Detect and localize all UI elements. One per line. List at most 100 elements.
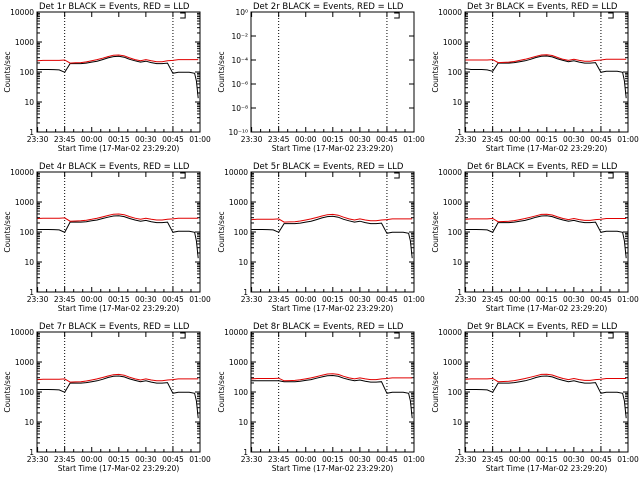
x-tick-label: 00:00 xyxy=(295,135,317,144)
y-tick-label: 100 xyxy=(448,388,463,397)
x-tick-label: 23:45 xyxy=(268,135,290,144)
top-bracket-marker xyxy=(608,172,614,179)
x-tick-label: 01:00 xyxy=(617,295,639,304)
y-tick-label: 10000 xyxy=(10,8,34,17)
x-tick-label: 00:30 xyxy=(135,455,157,464)
x-axis-label: Start Time (17-Mar-02 23:29:20) xyxy=(486,464,608,473)
y-tick-label: 100 xyxy=(20,68,35,77)
y-tick-label: 10000 xyxy=(224,328,248,337)
x-tick-label: 00:30 xyxy=(349,295,371,304)
top-bracket-marker xyxy=(608,332,614,339)
y-tick-label: 100 xyxy=(20,228,35,237)
x-tick-label: 00:15 xyxy=(322,135,344,144)
y-tick-label: 10000 xyxy=(438,8,462,17)
y-tick-label: 1000 xyxy=(15,38,34,47)
y-axis-label: Counts/sec xyxy=(431,51,440,92)
x-tick-label: 00:30 xyxy=(563,135,585,144)
y-tick-label: 100 xyxy=(448,68,463,77)
x-tick-label: 00:30 xyxy=(349,135,371,144)
x-axis-label: Start Time (17-Mar-02 23:29:20) xyxy=(272,144,394,153)
lld-series-line xyxy=(37,373,199,383)
y-tick-label: 100 xyxy=(234,228,249,237)
x-tick-label: 23:45 xyxy=(482,455,504,464)
top-bracket-marker xyxy=(394,12,400,19)
x-tick-label: 01:00 xyxy=(617,135,639,144)
y-tick-label: 10 xyxy=(24,418,34,427)
x-tick-label: 00:30 xyxy=(349,455,371,464)
y-axis-label: Counts/sec xyxy=(217,51,226,92)
y-tick-label: 1 xyxy=(29,288,34,297)
chart-title: Det 4r BLACK = Events, RED = LLD xyxy=(39,162,190,172)
x-tick-label: 00:00 xyxy=(81,455,103,464)
x-tick-label: 00:45 xyxy=(590,135,612,144)
x-tick-label: 23:45 xyxy=(482,295,504,304)
x-tick-label: 00:30 xyxy=(135,295,157,304)
x-tick-label: 23:45 xyxy=(54,455,76,464)
y-axis-label: Counts/sec xyxy=(217,211,226,252)
y-tick-label: 10 xyxy=(24,258,34,267)
y-axis-label: Counts/sec xyxy=(217,371,226,412)
top-bracket-marker xyxy=(180,172,186,179)
chart-panel-4: Det 4r BLACK = Events, RED = LLD 1 10 100 10… xyxy=(3,162,211,313)
chart-panel-6: Det 6r BLACK = Events, RED = LLD 1 10 100 10… xyxy=(431,162,639,313)
y-tick-label: 1 xyxy=(457,288,462,297)
y-tick-label: 10 xyxy=(452,258,462,267)
chart-title: Det 9r BLACK = Events, RED = LLD xyxy=(467,322,618,332)
y-tick-label: 1000 xyxy=(229,198,248,207)
x-tick-label: 00:15 xyxy=(536,455,558,464)
lld-series-line xyxy=(251,373,413,382)
top-bracket-marker xyxy=(180,332,186,339)
x-tick-label: 00:00 xyxy=(295,295,317,304)
x-tick-label: 23:45 xyxy=(54,135,76,144)
chart-panel-1: Det 1r BLACK = Events, RED = LLD 1 10 100 10… xyxy=(3,2,211,153)
events-series-line xyxy=(465,215,627,259)
x-tick-label: 23:30 xyxy=(455,455,477,464)
x-tick-label: 00:00 xyxy=(81,295,103,304)
chart-panel-7: Det 7r BLACK = Events, RED = LLD 1 10 100 10… xyxy=(3,322,211,473)
chart-title: Det 6r BLACK = Events, RED = LLD xyxy=(467,162,618,172)
y-tick-label: 10000 xyxy=(438,328,462,337)
x-tick-label: 01:00 xyxy=(403,295,425,304)
y-axis-label: Counts/sec xyxy=(3,51,12,92)
top-bracket-marker xyxy=(608,12,614,19)
y-tick-label: 10⁻² xyxy=(231,32,248,41)
x-tick-label: 00:30 xyxy=(563,455,585,464)
y-tick-label: 10⁻⁶ xyxy=(231,80,248,89)
x-tick-label: 00:15 xyxy=(108,455,130,464)
chart-title: Det 2r BLACK = Events, RED = LLD xyxy=(253,2,404,12)
x-tick-label: 23:45 xyxy=(268,455,290,464)
y-axis-label: Counts/sec xyxy=(3,371,12,412)
y-tick-label: 1000 xyxy=(443,198,462,207)
x-tick-label: 00:45 xyxy=(590,295,612,304)
y-tick-label: 10 xyxy=(452,418,462,427)
x-axis-label: Start Time (17-Mar-02 23:29:20) xyxy=(486,304,608,313)
x-tick-label: 23:30 xyxy=(241,295,263,304)
lld-series-line xyxy=(37,54,199,64)
y-tick-label: 10 xyxy=(238,258,248,267)
x-tick-label: 23:30 xyxy=(27,135,49,144)
x-tick-label: 00:45 xyxy=(162,455,184,464)
x-axis-label: Start Time (17-Mar-02 23:29:20) xyxy=(272,304,394,313)
y-tick-label: 10⁻⁴ xyxy=(231,56,248,65)
x-tick-label: 23:30 xyxy=(241,455,263,464)
y-tick-label: 1 xyxy=(29,448,34,457)
y-tick-label: 1000 xyxy=(443,358,462,367)
y-axis-label: Counts/sec xyxy=(431,371,440,412)
chart-panel-3: Det 3r BLACK = Events, RED = LLD 1 10 100 10… xyxy=(431,2,639,153)
events-series-line xyxy=(37,215,199,259)
y-tick-label: 10000 xyxy=(224,168,248,177)
y-tick-label: 10000 xyxy=(10,328,34,337)
y-tick-label: 10⁻¹⁰ xyxy=(228,128,248,137)
top-bracket-marker xyxy=(394,332,400,339)
x-tick-label: 00:00 xyxy=(81,135,103,144)
x-tick-label: 00:00 xyxy=(295,455,317,464)
events-series-line xyxy=(251,215,413,259)
y-tick-label: 1 xyxy=(29,128,34,137)
chart-title: Det 7r BLACK = Events, RED = LLD xyxy=(39,322,190,332)
events-series-line xyxy=(465,375,627,419)
y-tick-label: 10 xyxy=(24,98,34,107)
x-axis-label: Start Time (17-Mar-02 23:29:20) xyxy=(58,304,180,313)
y-tick-label: 1000 xyxy=(15,358,34,367)
x-tick-label: 01:00 xyxy=(189,455,211,464)
